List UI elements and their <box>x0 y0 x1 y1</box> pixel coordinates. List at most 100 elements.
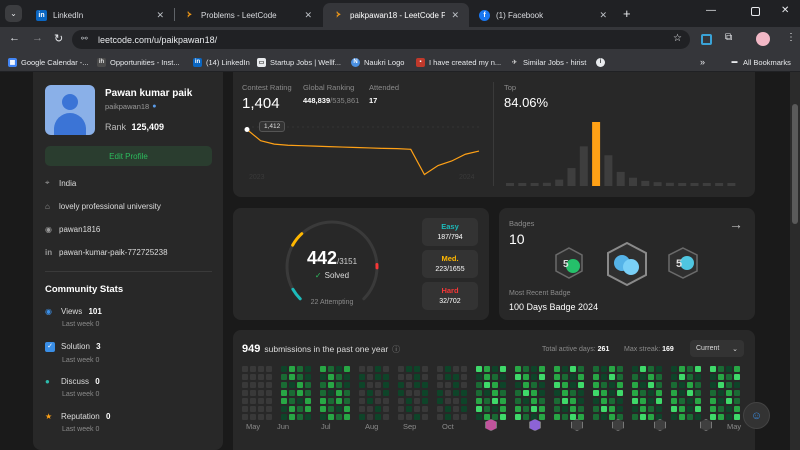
heatmap-cell[interactable] <box>383 374 389 380</box>
histogram-bar[interactable] <box>530 183 539 186</box>
heatmap-cell[interactable] <box>492 406 498 412</box>
heatmap-cell[interactable] <box>445 382 451 388</box>
more-bookmarks-icon[interactable]: » <box>700 57 706 67</box>
year-dropdown[interactable]: Current ⌄ <box>690 340 744 357</box>
heatmap-cell[interactable] <box>554 382 560 388</box>
heatmap-cell[interactable] <box>406 406 412 412</box>
heatmap-cell[interactable] <box>578 366 584 372</box>
heatmap-cell[interactable] <box>305 366 311 372</box>
heatmap-cell[interactable] <box>289 406 295 412</box>
histogram-bar[interactable] <box>555 179 564 186</box>
heatmap-cell[interactable] <box>398 406 404 412</box>
heatmap-cell[interactable] <box>461 374 467 380</box>
heatmap-cell[interactable] <box>328 390 334 396</box>
heatmap-cell[interactable] <box>375 398 381 404</box>
heatmap-cell[interactable] <box>328 382 334 388</box>
bookmark-item[interactable]: N Naukri Logo <box>351 56 404 68</box>
heatmap-cell[interactable] <box>617 398 623 404</box>
tab-search-button[interactable]: ⌄ <box>5 5 22 22</box>
heatmap-cell[interactable] <box>367 390 373 396</box>
heatmap-cell[interactable] <box>437 366 443 372</box>
heatmap-cell[interactable] <box>367 374 373 380</box>
heatmap-cell[interactable] <box>398 390 404 396</box>
heatmap-cell[interactable] <box>609 366 615 372</box>
heatmap-cell[interactable] <box>484 366 490 372</box>
heatmap-cell[interactable] <box>710 366 716 372</box>
heatmap-cell[interactable] <box>414 390 420 396</box>
heatmap-cell[interactable] <box>445 414 451 420</box>
heatmap-cell[interactable] <box>344 398 350 404</box>
heatmap-cell[interactable] <box>297 398 303 404</box>
histogram-bar[interactable] <box>579 146 588 186</box>
heatmap-cell[interactable] <box>562 382 568 388</box>
heatmap-cell[interactable] <box>601 398 607 404</box>
heatmap-cell[interactable] <box>523 406 529 412</box>
info-icon[interactable]: i <box>596 56 609 68</box>
heatmap-cell[interactable] <box>437 398 443 404</box>
heatmap-cell[interactable] <box>359 414 365 420</box>
heatmap-cell[interactable] <box>289 366 295 372</box>
heatmap-cell[interactable] <box>414 382 420 388</box>
heatmap-cell[interactable] <box>281 390 287 396</box>
heatmap-cell[interactable] <box>687 366 693 372</box>
heatmap-cell[interactable] <box>578 390 584 396</box>
heatmap-cell[interactable] <box>710 398 716 404</box>
heatmap-cell[interactable] <box>476 390 482 396</box>
heatmap-cell[interactable] <box>320 390 326 396</box>
badge-marker-icon[interactable] <box>485 419 497 431</box>
heatmap-cell[interactable] <box>336 382 342 388</box>
heatmap-cell[interactable] <box>297 374 303 380</box>
heatmap-cell[interactable] <box>695 414 701 420</box>
extensions-puzzle-icon[interactable]: ⧉ <box>725 32 733 43</box>
heatmap-cell[interactable] <box>445 398 451 404</box>
heatmap-cell[interactable] <box>242 382 248 388</box>
heatmap-cell[interactable] <box>718 366 724 372</box>
heatmap-cell[interactable] <box>562 366 568 372</box>
heatmap-cell[interactable] <box>328 398 334 404</box>
heatmap-cell[interactable] <box>539 398 545 404</box>
heatmap-cell[interactable] <box>609 382 615 388</box>
histogram-bar[interactable] <box>641 180 650 186</box>
heatmap-cell[interactable] <box>289 414 295 420</box>
heatmap-cell[interactable] <box>539 406 545 412</box>
heatmap-cell[interactable] <box>554 414 560 420</box>
heatmap-cell[interactable] <box>367 382 373 388</box>
heatmap-cell[interactable] <box>601 414 607 420</box>
heatmap-cell[interactable] <box>718 382 724 388</box>
heatmap-cell[interactable] <box>679 406 685 412</box>
heatmap-cell[interactable] <box>632 366 638 372</box>
heatmap-cell[interactable] <box>562 390 568 396</box>
heatmap-cell[interactable] <box>445 390 451 396</box>
heatmap-cell[interactable] <box>570 366 576 372</box>
heatmap-cell[interactable] <box>328 374 334 380</box>
heatmap-cell[interactable] <box>726 374 732 380</box>
heatmap-cell[interactable] <box>695 374 701 380</box>
heatmap-cell[interactable] <box>476 366 482 372</box>
heatmap-cell[interactable] <box>305 382 311 388</box>
heatmap-cell[interactable] <box>476 382 482 388</box>
heatmap-cell[interactable] <box>632 398 638 404</box>
arrow-right-icon[interactable]: → <box>729 216 743 232</box>
heatmap-cell[interactable] <box>281 374 287 380</box>
heatmap-cell[interactable] <box>367 406 373 412</box>
heatmap-cell[interactable] <box>383 382 389 388</box>
heatmap-cell[interactable] <box>523 382 529 388</box>
heatmap-cell[interactable] <box>671 414 677 420</box>
heatmap-cell[interactable] <box>500 414 506 420</box>
minimize-button[interactable]: — <box>706 5 716 16</box>
heatmap-cell[interactable] <box>531 374 537 380</box>
heatmap-cell[interactable] <box>266 414 272 420</box>
heatmap-cell[interactable] <box>422 366 428 372</box>
info-icon[interactable]: ⓘ <box>392 345 401 354</box>
histogram-bar[interactable] <box>678 183 687 186</box>
heatmap-cell[interactable] <box>242 414 248 420</box>
histogram-bar[interactable] <box>715 183 724 186</box>
badge-marker-icon[interactable] <box>571 419 583 431</box>
heatmap-cell[interactable] <box>523 374 529 380</box>
heatmap-cell[interactable] <box>726 398 732 404</box>
heatmap-cell[interactable] <box>344 374 350 380</box>
heatmap-cell[interactable] <box>562 406 568 412</box>
heatmap-cell[interactable] <box>617 414 623 420</box>
heatmap-cell[interactable] <box>734 382 740 388</box>
heatmap-cell[interactable] <box>593 382 599 388</box>
